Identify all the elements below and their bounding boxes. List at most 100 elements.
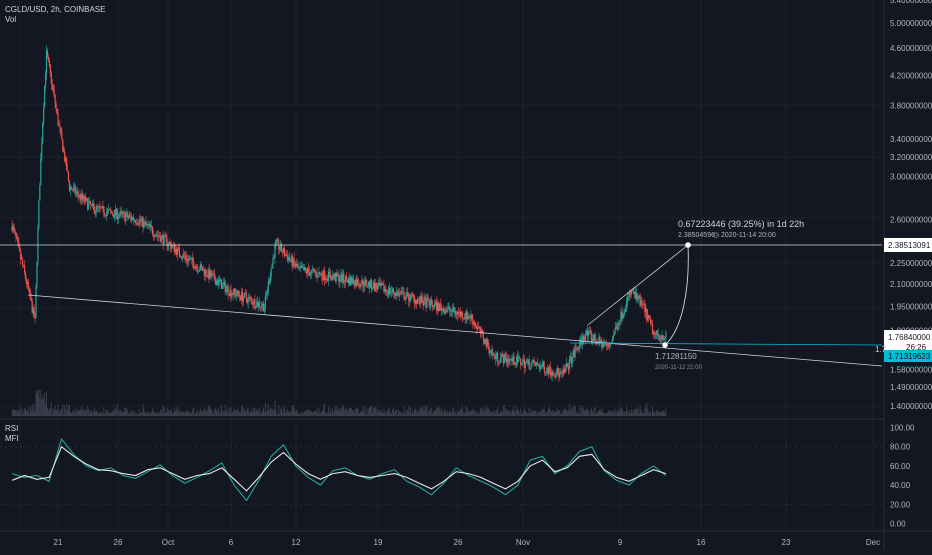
candle-body — [589, 330, 591, 333]
symbol-title[interactable]: CGLD/USD, 2h, COINBASE — [5, 5, 105, 14]
candle-body — [123, 212, 125, 213]
candle-body — [478, 327, 481, 329]
volume-bar — [481, 411, 483, 416]
volume-bar — [426, 406, 428, 416]
candle-body — [643, 304, 645, 306]
candle-body — [604, 343, 606, 345]
candle-body — [412, 296, 415, 297]
candle-body — [139, 219, 141, 222]
candle-body — [339, 280, 341, 283]
volume-bar — [405, 410, 407, 416]
volume-bar — [44, 392, 46, 416]
candle-body — [206, 275, 208, 277]
candle-body — [357, 279, 359, 286]
volume-bar — [135, 412, 137, 416]
volume-bar — [90, 412, 92, 416]
drawing-tools[interactable] — [0, 242, 883, 367]
volume-bar — [183, 411, 185, 416]
candle-body — [632, 289, 634, 294]
volume-bar — [89, 413, 91, 416]
volume-bar — [574, 405, 576, 416]
volume-bar — [42, 395, 44, 416]
volume-bar — [395, 409, 397, 416]
volume-legend[interactable]: Vol — [5, 15, 16, 24]
volume-bar — [427, 412, 429, 416]
volume-bar — [250, 411, 252, 416]
candle-body — [341, 274, 343, 283]
volume-bar — [259, 407, 261, 416]
price-candles[interactable] — [11, 45, 667, 383]
volume-bar — [473, 410, 475, 416]
candle-body — [511, 358, 513, 362]
candle-body — [250, 297, 252, 300]
volume-bar — [294, 411, 296, 416]
volume-bar — [268, 410, 270, 416]
candle-body — [552, 372, 554, 376]
volume-bar — [572, 406, 574, 416]
candle-body — [259, 302, 261, 307]
candle-body — [154, 234, 157, 237]
time-axis[interactable]: 21 26 Oct 6 12 19 26 Nov 9 16 23 Dec — [54, 538, 881, 547]
candle-body — [24, 272, 27, 280]
target-point-marker[interactable] — [685, 242, 691, 248]
candle-body — [87, 202, 90, 210]
candle-body — [557, 368, 559, 374]
candle-body — [97, 206, 99, 208]
candle-body — [85, 197, 87, 203]
volume-bar — [317, 413, 319, 416]
mfi-legend[interactable]: MFI — [5, 434, 19, 443]
volume-bar — [625, 412, 627, 416]
candle-body — [172, 245, 174, 247]
candle-body — [518, 358, 520, 362]
candle-body — [491, 350, 493, 355]
candle-body — [203, 269, 205, 276]
price-tick-label: 1.95000000 — [890, 302, 932, 311]
candle-body — [112, 214, 115, 218]
start-point-marker[interactable] — [662, 342, 668, 348]
candle-body — [368, 281, 370, 287]
candle-body — [175, 248, 178, 255]
candle-body — [248, 297, 250, 298]
price-tick-label: 1.58000000 — [890, 366, 932, 375]
volume-bar — [525, 412, 527, 416]
volume-bar — [153, 410, 155, 416]
time-tick-label: 19 — [374, 538, 383, 547]
upper-channel-line[interactable] — [587, 244, 689, 326]
candle-body — [46, 50, 49, 57]
volume-bar — [327, 406, 329, 416]
candle-body — [237, 290, 239, 295]
volume-bar — [476, 411, 478, 416]
candle-body — [385, 289, 387, 291]
candle-body — [602, 343, 604, 348]
candle-body — [434, 301, 437, 304]
projection-curve[interactable] — [664, 244, 689, 346]
candle-body — [585, 330, 588, 335]
candle-body — [83, 196, 85, 199]
candle-body — [564, 367, 567, 373]
candle-body — [365, 279, 367, 281]
rsi-legend[interactable]: RSI — [5, 424, 18, 433]
candle-body — [635, 292, 637, 298]
candle-body — [155, 234, 158, 236]
candle-body — [634, 292, 636, 298]
candle-body — [69, 187, 72, 191]
candle-body — [624, 311, 626, 314]
candle-body — [409, 300, 411, 302]
candle-body — [386, 290, 388, 292]
candle-body — [42, 122, 44, 143]
trend-line[interactable] — [27, 294, 883, 367]
volume-bar — [138, 408, 140, 416]
price-tick-label: 3.40000000 — [890, 135, 932, 144]
volume-bar — [516, 406, 518, 416]
volume-bar — [25, 410, 27, 416]
candle-body — [448, 306, 450, 308]
candle-body — [160, 235, 162, 242]
candle-body — [121, 212, 123, 214]
volume-bar — [217, 411, 219, 416]
volume-bar — [634, 408, 636, 416]
candle-body — [438, 303, 440, 312]
price-tick-label: 5.40000000 — [890, 0, 932, 5]
candle-body — [426, 298, 428, 308]
